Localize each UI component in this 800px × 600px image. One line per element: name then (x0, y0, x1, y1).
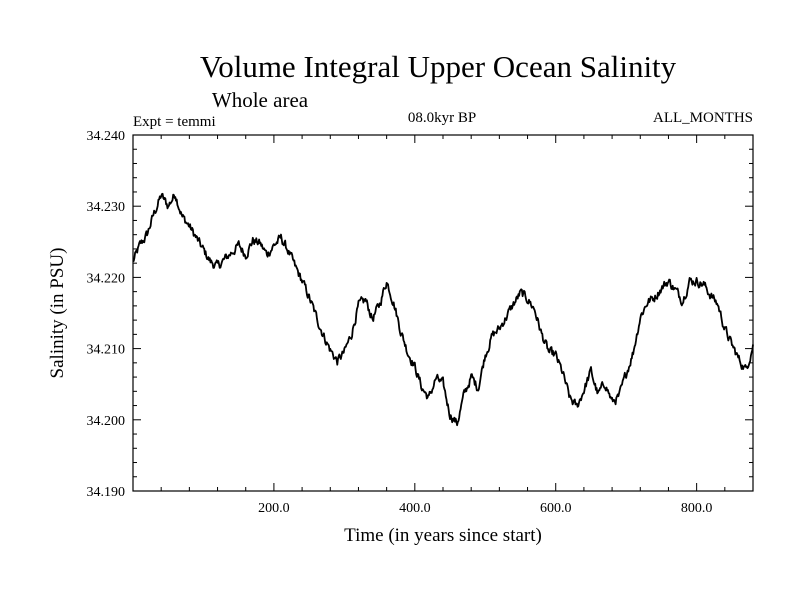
y-tick-label: 34.200 (87, 414, 126, 429)
x-tick-label: 200.0 (258, 501, 290, 516)
y-axis-label: Salinity (in PSU) (47, 248, 68, 379)
y-tick-label: 34.220 (87, 271, 126, 286)
y-tick-label: 34.240 (87, 129, 126, 144)
salinity-series-line (132, 192, 754, 427)
experiment-label: Expt = temmi (133, 114, 216, 130)
period-label: 08.0kyr BP (408, 110, 476, 126)
chart-title: Volume Integral Upper Ocean Salinity (200, 49, 677, 84)
x-tick-label: 400.0 (399, 501, 431, 516)
y-tick-label: 34.190 (87, 485, 126, 500)
months-label: ALL_MONTHS (653, 110, 753, 126)
x-tick-labels: 200.0 400.0 600.0 800.0 (258, 501, 712, 516)
tick-group (133, 134, 753, 492)
chart-subtitle: Whole area (212, 88, 309, 112)
x-tick-label: 800.0 (681, 501, 713, 516)
x-axis-label: Time (in years since start) (344, 525, 542, 546)
y-tick-label: 34.230 (87, 200, 126, 215)
plot-frame (132, 134, 754, 492)
y-tick-label: 34.210 (87, 343, 126, 358)
y-tick-labels: 34.190 34.200 34.210 34.220 34.230 34.240 (87, 129, 126, 500)
x-tick-label: 600.0 (540, 501, 572, 516)
